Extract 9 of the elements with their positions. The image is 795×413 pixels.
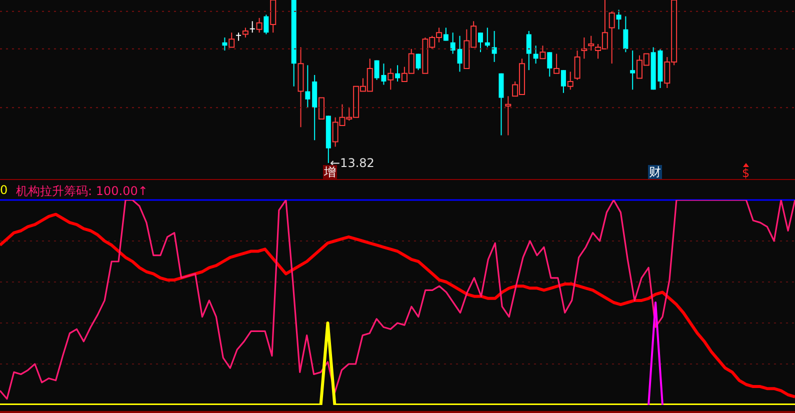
text: 0: [0, 183, 8, 197]
candlestick: [630, 50, 636, 90]
text: $: [741, 166, 751, 180]
candlestick: [236, 32, 242, 41]
candlestick: [250, 21, 255, 33]
candlestick: [505, 96, 512, 136]
text: 增: [323, 165, 337, 179]
text: 财: [648, 165, 662, 179]
text: 机构拉升筹码: 100.00↑: [16, 183, 148, 200]
